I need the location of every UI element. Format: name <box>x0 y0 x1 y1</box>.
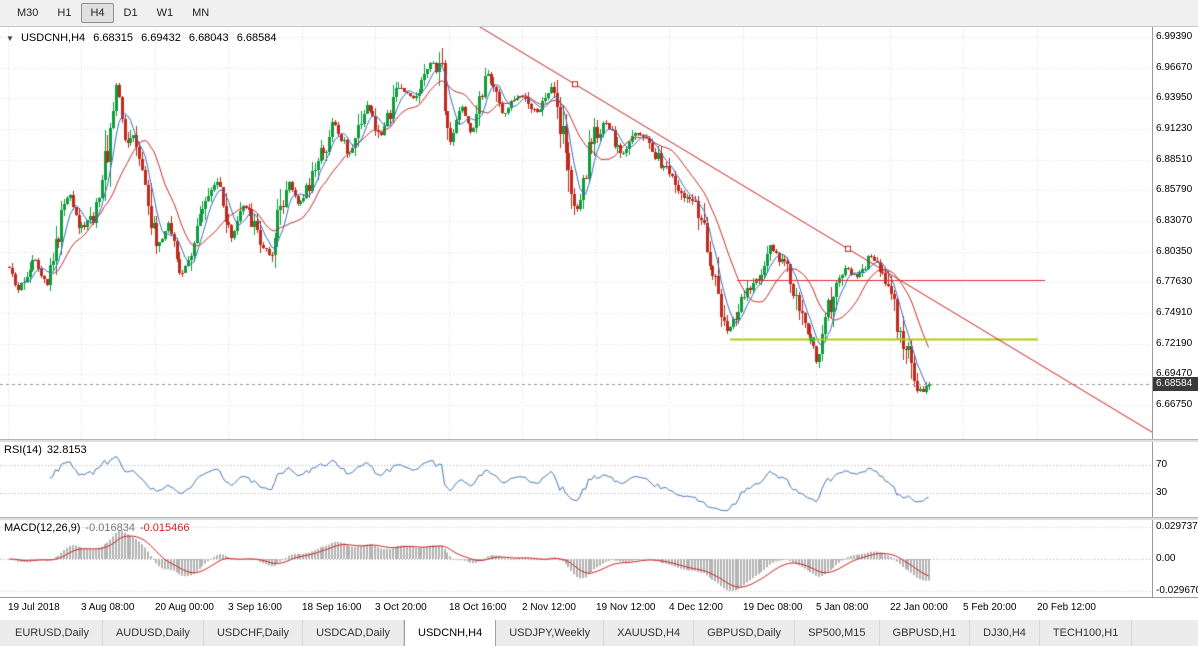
timeframe-button-h4[interactable]: H4 <box>81 3 114 23</box>
price-axis-label: 6.96670 <box>1156 61 1193 73</box>
time-axis-label: 3 Sep 16:00 <box>228 602 282 613</box>
timeframe-button-h1[interactable]: H1 <box>57 7 72 19</box>
time-axis-label: 18 Oct 16:00 <box>449 602 507 613</box>
rsi-indicator-canvas[interactable] <box>0 441 1152 517</box>
timeframe-button-m30[interactable]: M30 <box>17 7 39 19</box>
rsi-level-label: 70 <box>1156 458 1168 470</box>
time-axis-label: 5 Jan 08:00 <box>816 602 869 613</box>
macd-indicator-canvas[interactable] <box>0 519 1152 597</box>
price-axis-label: 6.99390 <box>1156 31 1193 42</box>
ohlc-low: 6.68043 <box>188 32 229 44</box>
symbol-tab-usdchf-daily[interactable]: USDCHF,Daily <box>204 620 304 646</box>
symbol-tab-tech100-h1[interactable]: TECH100,H1 <box>1040 620 1133 646</box>
one-click-trading-arrow-icon[interactable]: ▼ <box>6 33 14 43</box>
symbol-tab-bar: EURUSD,Daily AUDUSD,Daily USDCHF,Daily USDC… <box>0 619 1198 646</box>
price-axis-label: 6.72190 <box>1156 337 1193 349</box>
price-axis-label: 6.83070 <box>1156 215 1193 226</box>
price-axis-label: 6.85790 <box>1156 184 1193 196</box>
symbol-tab-gbpusd-h1[interactable]: GBPUSD,H1 <box>880 620 971 646</box>
chart-window: ▼ USDCNH,H4 6.68315 6.69432 6.68043 6.68… <box>0 27 1198 620</box>
right-axis[interactable]: 6.99390 6.96670 6.93950 6.91230 6.88510 6.857… <box>1152 27 1198 597</box>
symbol-tab-sp500-m15[interactable]: SP500,M15 <box>795 620 880 646</box>
chart-symbol-period: USDCNH,H4 <box>20 32 86 44</box>
macd-label: MACD(12,26,9) -0.016834 -0.015466 <box>4 522 195 534</box>
price-axis-label: 6.77630 <box>1156 276 1193 288</box>
time-axis-label: 20 Feb 12:00 <box>1037 602 1096 613</box>
symbol-tab-dj30-h4[interactable]: DJ30,H4 <box>970 620 1040 646</box>
chart-plot-area: ▼ USDCNH,H4 6.68315 6.69432 6.68043 6.68… <box>0 27 1152 619</box>
price-axis-label: 6.91230 <box>1156 123 1193 134</box>
panel-divider[interactable] <box>0 439 1198 442</box>
price-axis-label: 6.66750 <box>1156 399 1193 410</box>
current-price-badge: 6.68584 <box>1153 377 1198 391</box>
timeframe-button-mn[interactable]: MN <box>192 7 210 19</box>
price-axis-label: 6.88510 <box>1156 153 1193 165</box>
macd-signal-value: -0.015466 <box>139 522 190 534</box>
symbol-tab-xauusd-h4[interactable]: XAUUSD,H4 <box>604 620 695 646</box>
symbol-tab-eurusd-daily[interactable]: EURUSD,Daily <box>2 620 103 646</box>
rsi-label: RSI(14) 32.8153 <box>4 444 92 456</box>
timeframe-toolbar: M30 H1 H4 D1 W1 MN <box>0 0 1198 27</box>
macd-axis-label: 0.029737 <box>1156 521 1198 532</box>
symbol-tab-usdcad-daily[interactable]: USDCAD,Daily <box>303 620 405 646</box>
time-axis-label: 20 Aug 00:00 <box>155 602 214 613</box>
rsi-name: RSI(14) <box>4 444 42 456</box>
ohlc-close: 6.68584 <box>236 32 277 44</box>
price-axis-label: 6.74910 <box>1156 307 1193 318</box>
time-axis-label: 22 Jan 00:00 <box>890 602 948 613</box>
timeframe-button-w1[interactable]: W1 <box>156 7 174 19</box>
ohlc-open: 6.68315 <box>93 32 133 44</box>
time-axis[interactable]: 19 Jul 2018 3 Aug 08:00 20 Aug 00:00 3 Sep … <box>0 597 1198 620</box>
time-axis-label: 3 Aug 08:00 <box>81 602 135 613</box>
time-axis-label: 19 Jul 2018 <box>8 602 60 613</box>
macd-axis-label: -0.029670 <box>1156 585 1198 596</box>
symbol-tab-usdjpy-weekly[interactable]: USDJPY,Weekly <box>496 620 605 646</box>
macd-axis-label: 0.00 <box>1156 553 1176 564</box>
time-axis-label: 3 Oct 20:00 <box>375 602 427 613</box>
symbol-tab-gbpusd-daily[interactable]: GBPUSD,Daily <box>694 620 796 646</box>
time-axis-label: 19 Dec 08:00 <box>743 602 803 613</box>
symbol-tab-audusd-daily[interactable]: AUDUSD,Daily <box>103 620 204 646</box>
time-axis-label: 18 Sep 16:00 <box>302 602 362 613</box>
time-axis-label: 5 Feb 20:00 <box>963 602 1017 613</box>
rsi-level-label: 30 <box>1156 487 1168 499</box>
price-axis-label: 6.69470 <box>1156 368 1193 380</box>
macd-main-value: -0.016834 <box>85 522 135 534</box>
macd-name: MACD(12,26,9) <box>4 522 81 534</box>
chart-title: ▼ USDCNH,H4 6.68315 6.69432 6.68043 6.68… <box>6 32 281 44</box>
panel-divider[interactable] <box>0 517 1198 520</box>
rsi-value: 32.8153 <box>46 444 87 456</box>
time-axis-label: 2 Nov 12:00 <box>522 602 576 613</box>
price-axis-label: 6.80350 <box>1156 245 1193 257</box>
time-axis-label: 19 Nov 12:00 <box>596 602 656 613</box>
price-axis-label: 6.93950 <box>1156 92 1193 104</box>
timeframe-button-d1[interactable]: D1 <box>123 7 138 19</box>
time-axis-label: 4 Dec 12:00 <box>669 602 723 613</box>
symbol-tab-usdcnh-h4[interactable]: USDCNH,H4 <box>404 620 497 646</box>
price-chart-canvas[interactable] <box>0 27 1152 439</box>
ohlc-high: 6.69432 <box>141 32 181 44</box>
